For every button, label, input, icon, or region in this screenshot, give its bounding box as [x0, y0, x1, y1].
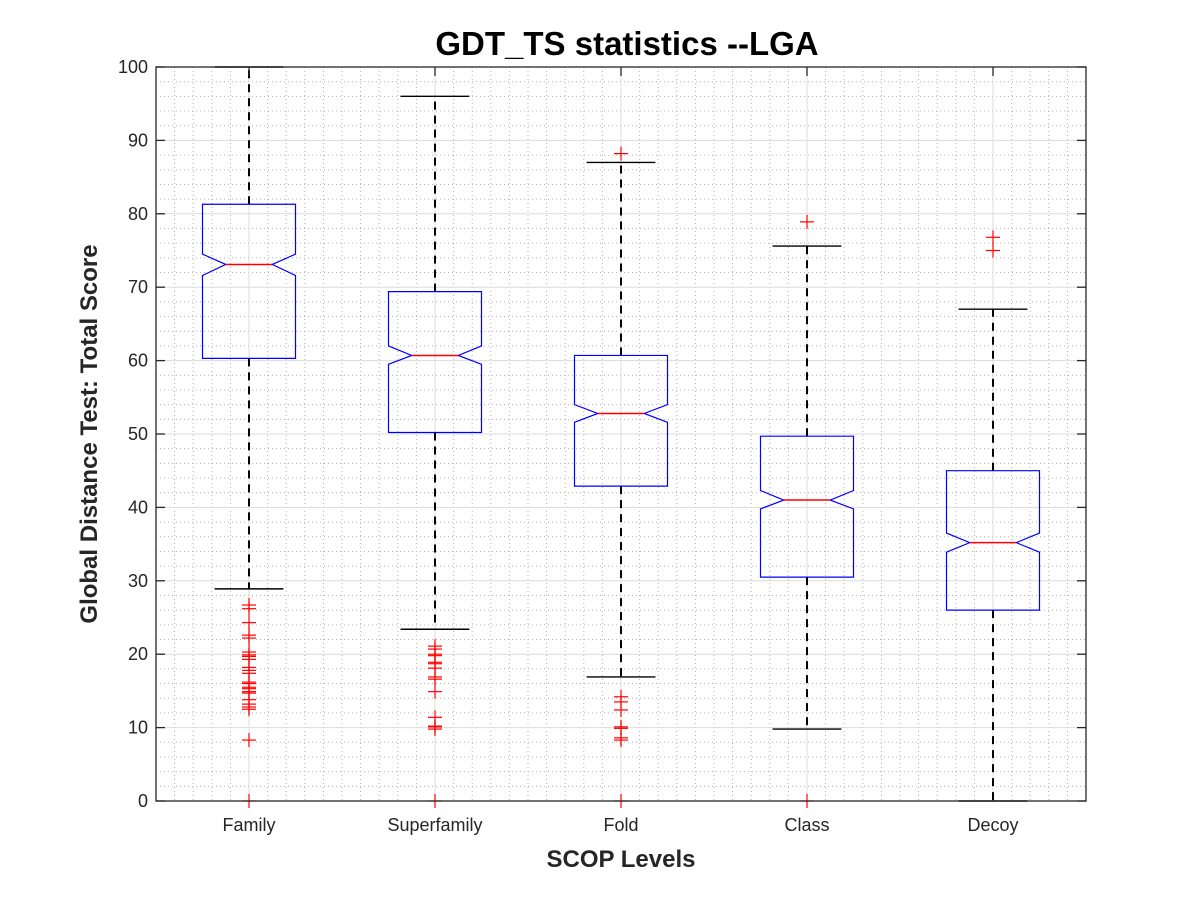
chart-title: GDT_TS statistics --LGA — [435, 25, 818, 62]
outlier-point — [986, 230, 1000, 245]
outlier-point — [242, 733, 256, 748]
outlier-point — [428, 684, 442, 699]
outlier-point — [242, 702, 256, 717]
y-tick-label: 60 — [128, 351, 148, 371]
outlier-point — [242, 601, 256, 616]
y-tick-label: 40 — [128, 497, 148, 517]
x-tick-labels: Family Superfamily Fold Class Decoy — [223, 815, 1019, 835]
outlier-point — [614, 146, 628, 161]
notched-box — [573, 354, 669, 487]
y-tick-label: 70 — [128, 277, 148, 297]
box-group-superfamily — [387, 95, 483, 808]
y-tick-label: 100 — [118, 57, 148, 77]
y-tick-label: 30 — [128, 571, 148, 591]
y-tick-labels: 0 10 20 30 40 50 60 70 80 90 100 — [118, 57, 148, 811]
outlier-point — [242, 615, 256, 630]
x-tick-label: Superfamily — [387, 815, 482, 835]
x-axis-label: SCOP Levels — [547, 846, 696, 873]
outlier-point — [242, 631, 256, 646]
y-axis-label: Global Distance Test: Total Score — [76, 244, 103, 623]
boxes — [201, 66, 1041, 808]
outlier-point — [428, 672, 442, 687]
box-group-family — [201, 66, 297, 808]
notched-box — [387, 291, 483, 434]
x-tick-label: Family — [223, 815, 276, 835]
outlier-point — [614, 733, 628, 748]
y-tick-label: 50 — [128, 424, 148, 444]
notched-box — [201, 203, 297, 359]
x-tick-label: Fold — [603, 815, 638, 835]
notched-box — [945, 470, 1041, 611]
outlier-point — [986, 243, 1000, 258]
y-tick-label: 80 — [128, 204, 148, 224]
y-tick-label: 20 — [128, 644, 148, 664]
outlier-point — [800, 214, 814, 229]
outlier-point — [428, 722, 442, 737]
y-tick-label: 90 — [128, 130, 148, 150]
y-tick-label: 0 — [138, 791, 148, 811]
x-tick-label: Class — [784, 815, 829, 835]
axis-ticks — [156, 66, 1086, 802]
plot-area — [155, 66, 1087, 808]
box-group-class — [759, 214, 855, 808]
y-tick-label: 10 — [128, 718, 148, 738]
box-group-fold — [573, 146, 669, 808]
x-tick-label: Decoy — [967, 815, 1018, 835]
outlier-point — [614, 702, 628, 717]
notched-box — [759, 435, 855, 578]
